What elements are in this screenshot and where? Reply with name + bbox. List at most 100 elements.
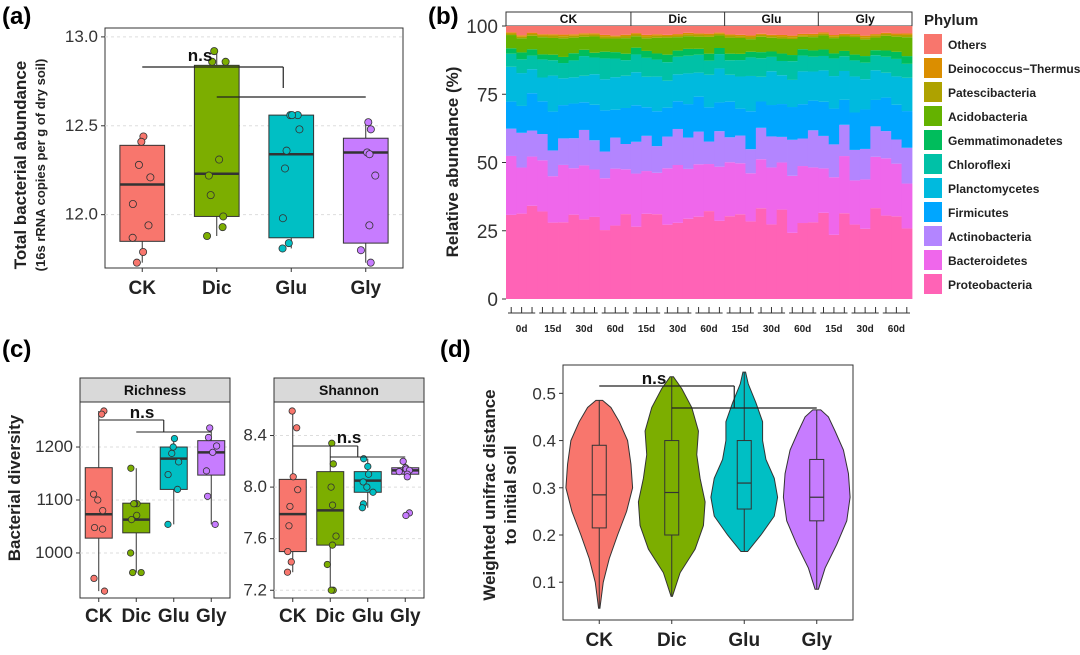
bar-segment-bacteroidetes (610, 168, 621, 226)
bar-segment-patescibacteria (703, 35, 715, 37)
bar-segment-deinococcus-thermus (870, 34, 882, 36)
bar-segment-proteobacteria (578, 219, 590, 299)
panel-d-ylabel-2: to initial soil (501, 445, 520, 544)
data-point (287, 558, 295, 566)
legend-label: Patescibacteria (948, 86, 1036, 100)
bar-segment-patescibacteria (745, 37, 757, 40)
bar-segment-acidobacteria (891, 36, 902, 52)
box-gly (197, 424, 226, 528)
bar-segment-chloroflexi (859, 62, 871, 80)
bar-segment-bacteroidetes (630, 173, 642, 227)
box-iqr (197, 440, 226, 476)
data-point (175, 458, 183, 466)
x-tick-label-dic: Dic (121, 606, 151, 627)
bar-segment-actinobacteria (672, 128, 684, 166)
bar-segment-deinococcus-thermus (714, 32, 726, 34)
bar-segment-others (797, 26, 809, 34)
bar-segment-acidobacteria (662, 37, 673, 55)
bar-segment-actinobacteria (891, 139, 902, 164)
bar-segment-firmicutes (880, 97, 892, 132)
bar-segment-actinobacteria (641, 135, 653, 172)
bar-segment-chloroflexi (807, 56, 819, 72)
bar (776, 26, 788, 299)
box-iqr (809, 458, 825, 522)
bar-segment-planctomycetes (526, 69, 538, 94)
bar-segment-deinococcus-thermus (755, 33, 767, 35)
bar-segment-patescibacteria (891, 34, 902, 37)
bar-segment-patescibacteria (620, 36, 632, 39)
bar (714, 26, 726, 299)
bar (651, 26, 663, 299)
x-tick-label-dic: Dic (657, 630, 687, 651)
bar-segment-acidobacteria (672, 37, 684, 51)
x-tick-label-gly: Gly (801, 630, 832, 651)
legend-swatch (924, 178, 942, 198)
bar-segment-bacteroidetes (682, 168, 694, 219)
bar-segment-proteobacteria (797, 223, 809, 299)
bar-segment-bacteroidetes (672, 165, 684, 223)
bar (537, 26, 549, 299)
bar-segment-actinobacteria (693, 131, 705, 165)
bar-segment-others (703, 26, 715, 34)
bar-segment-actinobacteria (578, 129, 590, 166)
bar-segment-actinobacteria (630, 141, 642, 174)
bar-segment-gemmatimonadetes (526, 49, 538, 56)
x-tick-label-ck: CK (129, 278, 157, 299)
bar-segment-patescibacteria (849, 35, 861, 38)
box-ck (84, 407, 113, 595)
bar-segment-deinococcus-thermus (651, 34, 663, 36)
bar-segment-acidobacteria (818, 35, 830, 50)
data-point (221, 57, 230, 66)
x-tick-label-glu: Glu (275, 278, 307, 299)
bar-segment-gemmatimonadetes (589, 52, 601, 58)
bar-segment-deinococcus-thermus (506, 32, 517, 34)
bar-segment-actinobacteria (787, 139, 798, 176)
bar-segment-others (776, 26, 788, 35)
bar-segment-proteobacteria (755, 208, 767, 299)
bar-segment-chloroflexi (568, 60, 580, 78)
facet-label-gly: Gly (855, 12, 875, 26)
bar-segment-bacteroidetes (787, 175, 798, 233)
bar-segment-acidobacteria (537, 37, 549, 55)
bar-segment-deinococcus-thermus (735, 34, 746, 37)
bar-segment-chloroflexi (870, 55, 882, 71)
bar-segment-others (755, 26, 767, 34)
day-label: 60d (607, 324, 624, 335)
bar (755, 26, 767, 299)
legend-label: Actinobacteria (948, 230, 1032, 244)
bar-segment-patescibacteria (506, 33, 517, 36)
legend-swatch (924, 58, 942, 78)
bar-segment-gemmatimonadetes (568, 53, 580, 61)
bar-segment-proteobacteria (735, 214, 746, 299)
bar-segment-bacteroidetes (558, 164, 569, 223)
bar-segment-firmicutes (526, 93, 538, 131)
bar-segment-planctomycetes (745, 75, 757, 112)
bar (870, 26, 882, 299)
bar-segment-acidobacteria (578, 36, 590, 50)
facet-richness: Richness 1000 1100 1200 CK Dic Glu Gly n.s (35, 377, 231, 627)
x-tick-label-gly: Gly (390, 606, 421, 627)
bar-segment-chloroflexi (599, 58, 611, 80)
box-ck (278, 407, 307, 576)
bar-segment-deinococcus-thermus (880, 32, 892, 34)
bar (682, 26, 694, 299)
panel-a-label: (a) (2, 3, 31, 30)
bar-segment-proteobacteria (568, 214, 580, 299)
bar-segment-deinococcus-thermus (641, 34, 653, 37)
bar-segment-deinococcus-thermus (818, 32, 830, 34)
bar-segment-patescibacteria (870, 35, 882, 38)
legend-label: Firmicutes (948, 206, 1009, 220)
bar-segment-patescibacteria (516, 36, 528, 39)
bar-segment-others (745, 26, 757, 36)
y-tick-label: 1200 (35, 437, 73, 456)
facet-strip-label: Shannon (319, 382, 379, 398)
bar-segment-others (828, 26, 840, 36)
bar-segment-planctomycetes (776, 75, 788, 105)
bar-segment-chloroflexi (516, 59, 528, 74)
day-label: 15d (638, 324, 655, 335)
bar-segment-gemmatimonadetes (506, 48, 517, 54)
bar-segment-others (787, 26, 798, 36)
bar-segment-others (735, 26, 746, 35)
data-point (328, 541, 337, 549)
bar-segment-firmicutes (714, 102, 726, 132)
